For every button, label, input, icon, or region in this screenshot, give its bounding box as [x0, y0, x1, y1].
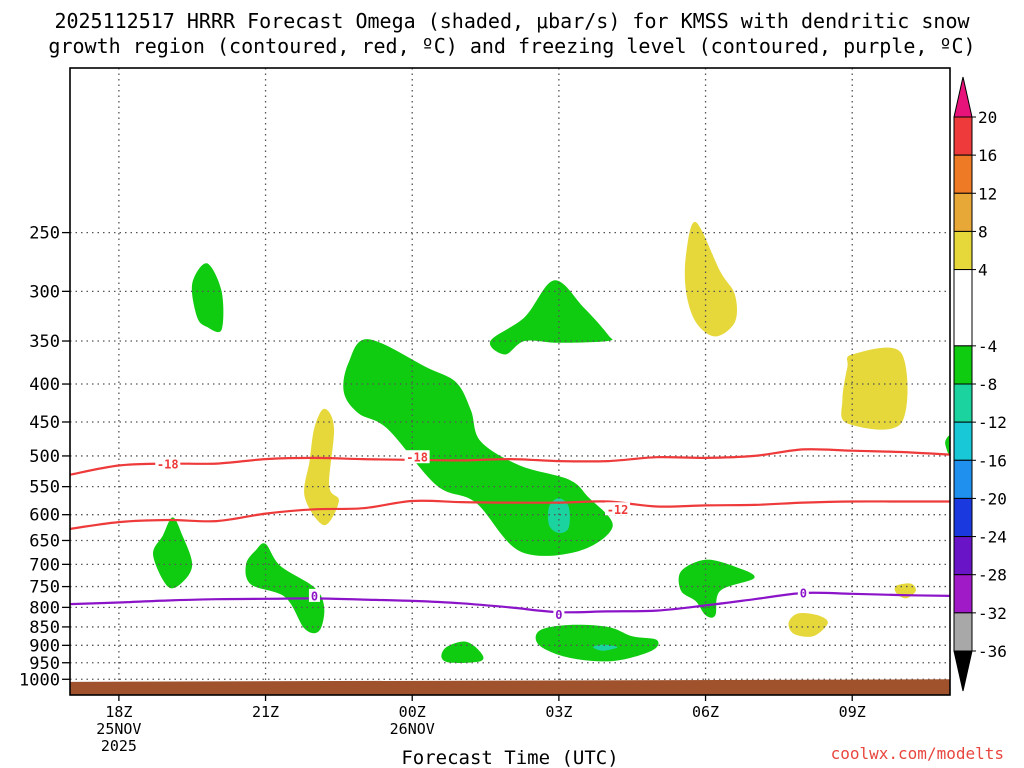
omega-region-1	[343, 339, 613, 556]
omega-region-7	[678, 559, 755, 618]
contour-dgz-minus12	[70, 499, 950, 530]
omega-region-4	[245, 543, 325, 634]
plot-frame	[69, 67, 951, 696]
y-tick-label-400: 400	[29, 375, 60, 395]
y-tick-label-450: 450	[29, 413, 60, 433]
y-tick-label-1000: 1000	[19, 670, 60, 690]
y-tick-label-650: 650	[29, 531, 60, 551]
contour-label-dgz-minus18-1: -18	[406, 451, 428, 465]
x-tick-label-6-0: 00Z	[399, 703, 426, 721]
y-tick-label-700: 700	[29, 555, 60, 575]
colorbar-label--16: -16	[978, 451, 1007, 470]
plot-frame-layer	[69, 67, 951, 696]
colorbar-band-7	[953, 383, 973, 423]
y-axis-ticks: 2503003504004505005506006507007508008509…	[19, 224, 70, 690]
colorbar-label--32: -32	[978, 604, 1007, 623]
colorbar-band-2	[953, 154, 973, 194]
y-tick-label-900: 900	[29, 636, 60, 656]
colorbar-label-4: 4	[978, 261, 988, 280]
ground-surface	[70, 679, 950, 695]
contour-label-bg-dgz-minus18-1	[404, 450, 430, 464]
x-tick-label-0-1: 25NOV	[96, 720, 141, 738]
omega-region-0	[191, 263, 224, 333]
x-tick-label-9-0: 03Z	[545, 703, 572, 721]
contour-label-bg-freezing-level-2	[797, 585, 809, 599]
contour-label-bg-freezing-level-1	[553, 607, 565, 621]
colorbar-band-9	[953, 459, 973, 499]
colorbar-bottom-triangle	[953, 650, 973, 692]
omega-region-10	[593, 644, 618, 651]
x-tick-label-0-0: 18Z	[105, 703, 132, 721]
y-tick-label-850: 850	[29, 618, 60, 638]
colorbar-band-6	[953, 345, 973, 385]
y-tick-label-350: 350	[29, 332, 60, 352]
contour-label-freezing-level-0: 0	[311, 589, 318, 603]
colorbar-label--12: -12	[978, 413, 1007, 432]
omega-region-3	[153, 517, 193, 589]
colorbar-label--8: -8	[978, 375, 997, 394]
contour-label-bg-freezing-level-0	[308, 588, 320, 602]
colorbar-label--36: -36	[978, 642, 1007, 661]
omega-region-5	[441, 641, 484, 663]
contour-label-dgz-minus12-0: -12	[607, 503, 629, 517]
colorbar-band-1	[953, 116, 973, 156]
y-tick-label-550: 550	[29, 478, 60, 498]
chart-title-line-1: 2025112517 HRRR Forecast Omega (shaded, …	[54, 9, 970, 33]
colorbar-band-11	[953, 536, 973, 576]
colorbar-top-triangle	[953, 76, 973, 118]
colorbar-band-4	[953, 230, 973, 271]
omega-region-12	[684, 221, 738, 337]
x-tick-label-3-0: 21Z	[252, 703, 279, 721]
colorbar-label--28: -28	[978, 566, 1007, 585]
omega-region-11	[304, 408, 339, 526]
x-tick-label-6-1: 26NOV	[390, 720, 435, 738]
omega-region-6	[535, 624, 659, 662]
y-tick-label-800: 800	[29, 598, 60, 618]
contour-label-dgz-minus18-0: -18	[157, 458, 179, 472]
colorbar-label-8: 8	[978, 222, 988, 241]
colorbar-band-13	[953, 612, 973, 652]
colorbar-band-10	[953, 497, 973, 538]
colorbar-band-5	[953, 269, 973, 347]
omega-region-13	[841, 347, 908, 430]
colorbar-label--4: -4	[978, 337, 997, 356]
x-tick-label-15-0: 09Z	[839, 703, 866, 721]
credit-text: coolwx.com/modelts	[830, 744, 1004, 763]
grid-layer	[70, 68, 950, 695]
omega-region-14	[788, 612, 828, 637]
contour-dgz-minus18	[70, 448, 950, 476]
y-tick-label-600: 600	[29, 506, 60, 526]
contour-label-freezing-level-1: 0	[555, 608, 562, 622]
contour-layer: -18 -18 -12 0 0 0	[70, 448, 950, 622]
x-axis-label: Forecast Time (UTC)	[401, 747, 618, 768]
colorbar-band-3	[953, 192, 973, 232]
colorbar-band-8	[953, 421, 973, 461]
contour-label-bg-dgz-minus12-0	[605, 502, 631, 516]
contour-label-bg-dgz-minus18-0	[155, 457, 181, 471]
omega-region-8	[945, 435, 950, 456]
y-tick-label-300: 300	[29, 282, 60, 302]
x-tick-label-0-2: 2025	[101, 737, 137, 755]
omega-region-2	[489, 280, 613, 355]
colorbar-label-12: 12	[978, 184, 997, 203]
colorbar: 20 16 12 8 4 -4 -8 -12 -16 -20 -24 -28 -32 -36	[953, 76, 1007, 692]
colorbar-label-20: 20	[978, 108, 997, 127]
contour-label-freezing-level-2: 0	[800, 586, 807, 600]
y-tick-label-750: 750	[29, 578, 60, 598]
y-tick-label-950: 950	[29, 654, 60, 674]
omega-region-9	[547, 498, 570, 534]
colorbar-label-16: 16	[978, 146, 997, 165]
ground-layer	[70, 679, 950, 695]
colorbar-label--24: -24	[978, 528, 1007, 547]
omega-fill-layer	[153, 221, 950, 663]
x-tick-label-12-0: 06Z	[692, 703, 719, 721]
y-tick-label-500: 500	[29, 447, 60, 467]
contour-freezing-level	[70, 591, 950, 614]
y-tick-label-250: 250	[29, 224, 60, 244]
colorbar-band-12	[953, 574, 973, 614]
chart-title-line-2: growth region (contoured, red, ºC) and f…	[48, 34, 976, 58]
colorbar-label--20: -20	[978, 489, 1007, 508]
